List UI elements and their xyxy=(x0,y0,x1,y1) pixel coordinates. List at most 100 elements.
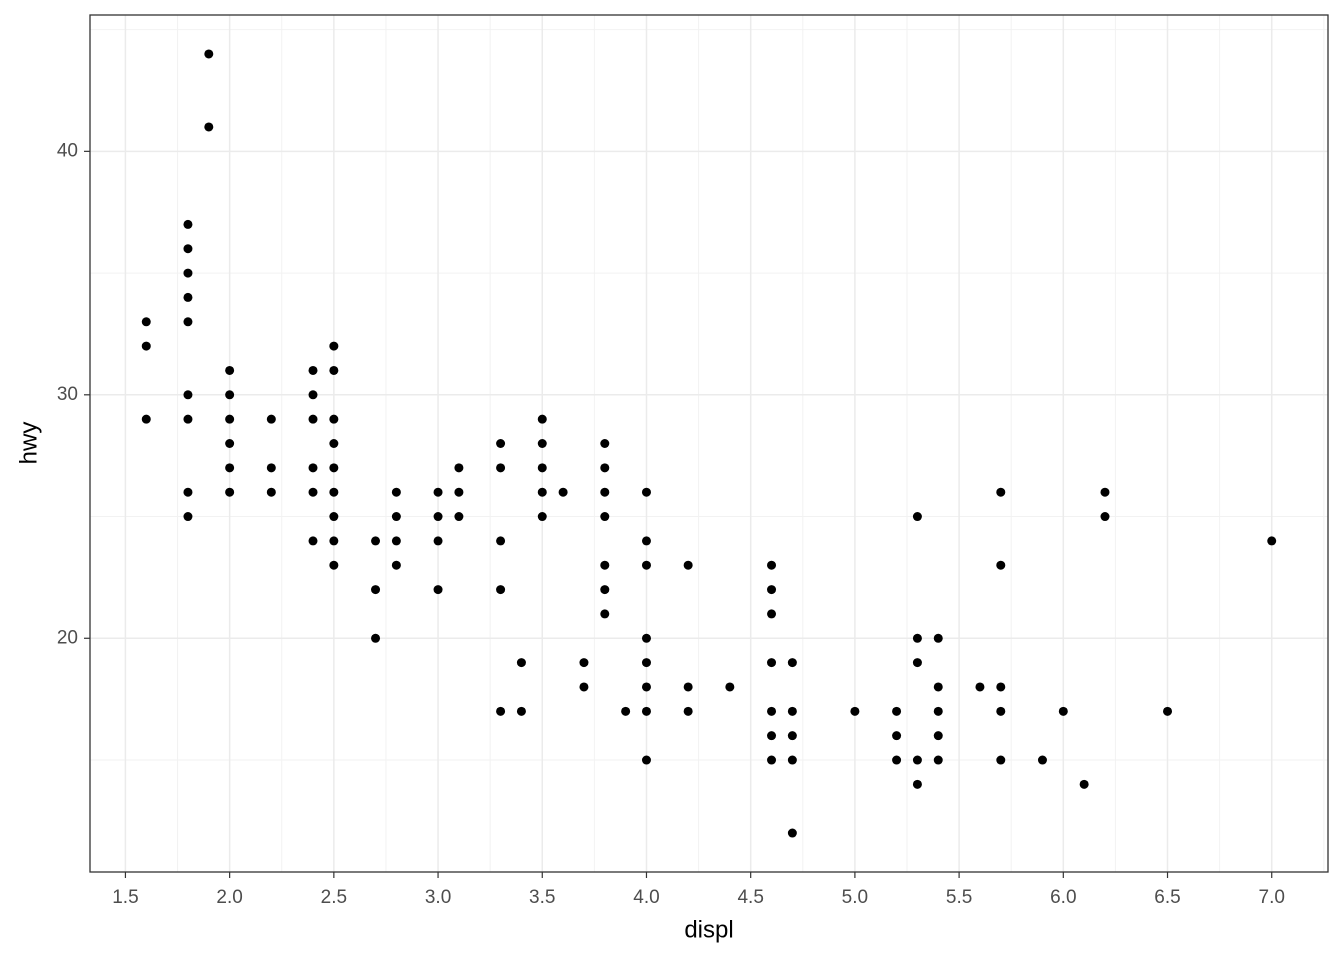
point xyxy=(912,512,922,522)
point xyxy=(329,439,339,448)
point xyxy=(308,536,318,546)
point xyxy=(391,512,401,522)
point xyxy=(600,609,610,619)
point xyxy=(912,658,922,668)
point xyxy=(767,658,777,668)
point xyxy=(225,390,235,400)
point xyxy=(767,706,777,716)
point xyxy=(204,122,214,132)
point xyxy=(787,658,797,668)
x-tick-label: 2.5 xyxy=(321,887,347,908)
point xyxy=(183,292,193,302)
point xyxy=(329,487,339,497)
point xyxy=(183,414,193,424)
point xyxy=(433,487,443,497)
point xyxy=(725,682,735,692)
point xyxy=(641,633,651,643)
point xyxy=(537,512,547,522)
point xyxy=(391,487,401,497)
point xyxy=(996,487,1006,497)
point xyxy=(308,463,318,473)
point xyxy=(1037,755,1047,765)
point xyxy=(600,560,610,570)
x-tick-label: 4.0 xyxy=(633,887,659,908)
point xyxy=(641,487,651,497)
point xyxy=(496,585,506,595)
point xyxy=(933,706,943,716)
y-tick-label: 30 xyxy=(57,384,78,405)
point xyxy=(308,414,318,424)
point xyxy=(787,731,797,741)
point xyxy=(1100,512,1110,522)
point xyxy=(579,682,589,692)
x-tick-label: 6.5 xyxy=(1154,887,1180,908)
point xyxy=(600,585,610,595)
point xyxy=(641,536,651,546)
point xyxy=(912,755,922,765)
point xyxy=(141,317,151,327)
point xyxy=(329,512,339,522)
point xyxy=(537,414,547,424)
point xyxy=(516,658,526,668)
x-tick-label: 6.0 xyxy=(1050,887,1076,908)
point xyxy=(933,633,943,643)
point xyxy=(996,755,1006,765)
point xyxy=(1267,536,1277,546)
point xyxy=(266,463,276,473)
point xyxy=(496,463,506,473)
point xyxy=(621,706,631,716)
x-tick-label: 5.5 xyxy=(946,887,972,908)
point xyxy=(892,731,902,741)
point xyxy=(600,463,610,473)
point xyxy=(767,731,777,741)
point xyxy=(329,341,339,351)
point xyxy=(641,706,651,716)
point xyxy=(996,682,1006,692)
point xyxy=(225,365,235,375)
point xyxy=(433,512,443,522)
point xyxy=(141,414,151,424)
point xyxy=(183,390,193,400)
point xyxy=(225,463,235,473)
point xyxy=(183,512,193,522)
point xyxy=(996,560,1006,570)
point xyxy=(558,487,568,497)
point xyxy=(433,585,443,595)
point xyxy=(183,268,193,278)
x-tick-label: 3.0 xyxy=(425,887,451,908)
point xyxy=(641,658,651,668)
point xyxy=(308,487,318,497)
point xyxy=(141,341,151,351)
point xyxy=(496,439,506,448)
point xyxy=(391,560,401,570)
x-tick-label: 7.0 xyxy=(1259,887,1285,908)
y-tick-label: 40 xyxy=(57,140,78,161)
point xyxy=(225,487,235,497)
point xyxy=(225,414,235,424)
point xyxy=(454,463,464,473)
x-tick-label: 1.5 xyxy=(112,887,138,908)
point xyxy=(1058,706,1068,716)
point xyxy=(892,706,902,716)
point xyxy=(600,439,610,448)
point xyxy=(579,658,589,668)
point xyxy=(912,779,922,789)
point xyxy=(641,755,651,765)
point xyxy=(1163,706,1173,716)
point xyxy=(371,633,381,643)
point xyxy=(600,487,610,497)
point xyxy=(767,560,777,570)
point xyxy=(912,633,922,643)
point xyxy=(329,536,339,546)
point xyxy=(308,390,318,400)
point xyxy=(516,706,526,716)
point xyxy=(329,463,339,473)
panel-border xyxy=(89,14,1329,873)
x-axis-title: displ xyxy=(684,916,733,943)
point xyxy=(183,317,193,327)
point xyxy=(329,560,339,570)
point xyxy=(433,536,443,546)
point xyxy=(496,706,506,716)
point xyxy=(496,536,506,546)
